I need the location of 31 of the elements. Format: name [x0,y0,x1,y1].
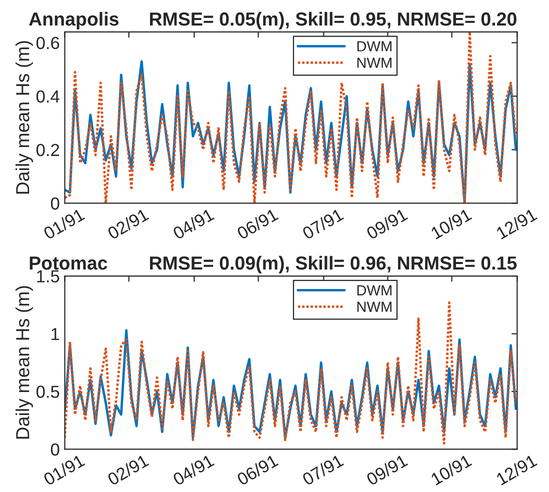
y-tick-label: 0 [50,197,60,210]
chart-title: Annapolis [29,12,118,30]
line-series [64,301,518,445]
y-tick-label: 0.2 [36,144,60,156]
y-tick-label: 0 [50,443,60,456]
chart-subtitle: RMSE= 0.05(m), Skill= 0.95, NRMSE= 0.20 [150,12,516,30]
legend-label: NWM [357,302,392,312]
legend-label: NWM [357,58,392,68]
x-tick-label: 06/91 [236,454,279,486]
x-tick-label: 06/91 [236,208,279,240]
legend-label: DWM [357,41,392,52]
x-tick-label: 07/91 [301,208,344,240]
y-tick-label: 0.6 [36,36,60,50]
x-tick-label: 09/91 [365,454,408,486]
x-tick-label: 04/91 [172,208,215,240]
legend-label: DWM [357,285,392,296]
chart-subtitle: RMSE= 0.09(m), Skill= 0.96, NRMSE= 0.15 [150,256,517,274]
x-tick-label: 02/91 [106,454,150,486]
x-tick-label: 04/91 [172,454,215,486]
x-tick-label: 02/91 [106,208,150,240]
x-tick-label: 07/91 [301,454,344,486]
y-tick-label: 1.5 [37,270,60,282]
y-tick-label: 1 [52,328,60,340]
line-series [64,32,518,204]
y-tick-label: 0.4 [36,90,60,103]
chart-title: Potomac [30,256,108,270]
y-axis-title: Daily mean Hs (m) [16,286,34,439]
y-axis-title: Daily mean Hs (m) [16,41,34,194]
x-tick-label: 09/91 [365,208,408,240]
line-series [64,329,518,439]
y-tick-label: 0.5 [36,386,60,398]
